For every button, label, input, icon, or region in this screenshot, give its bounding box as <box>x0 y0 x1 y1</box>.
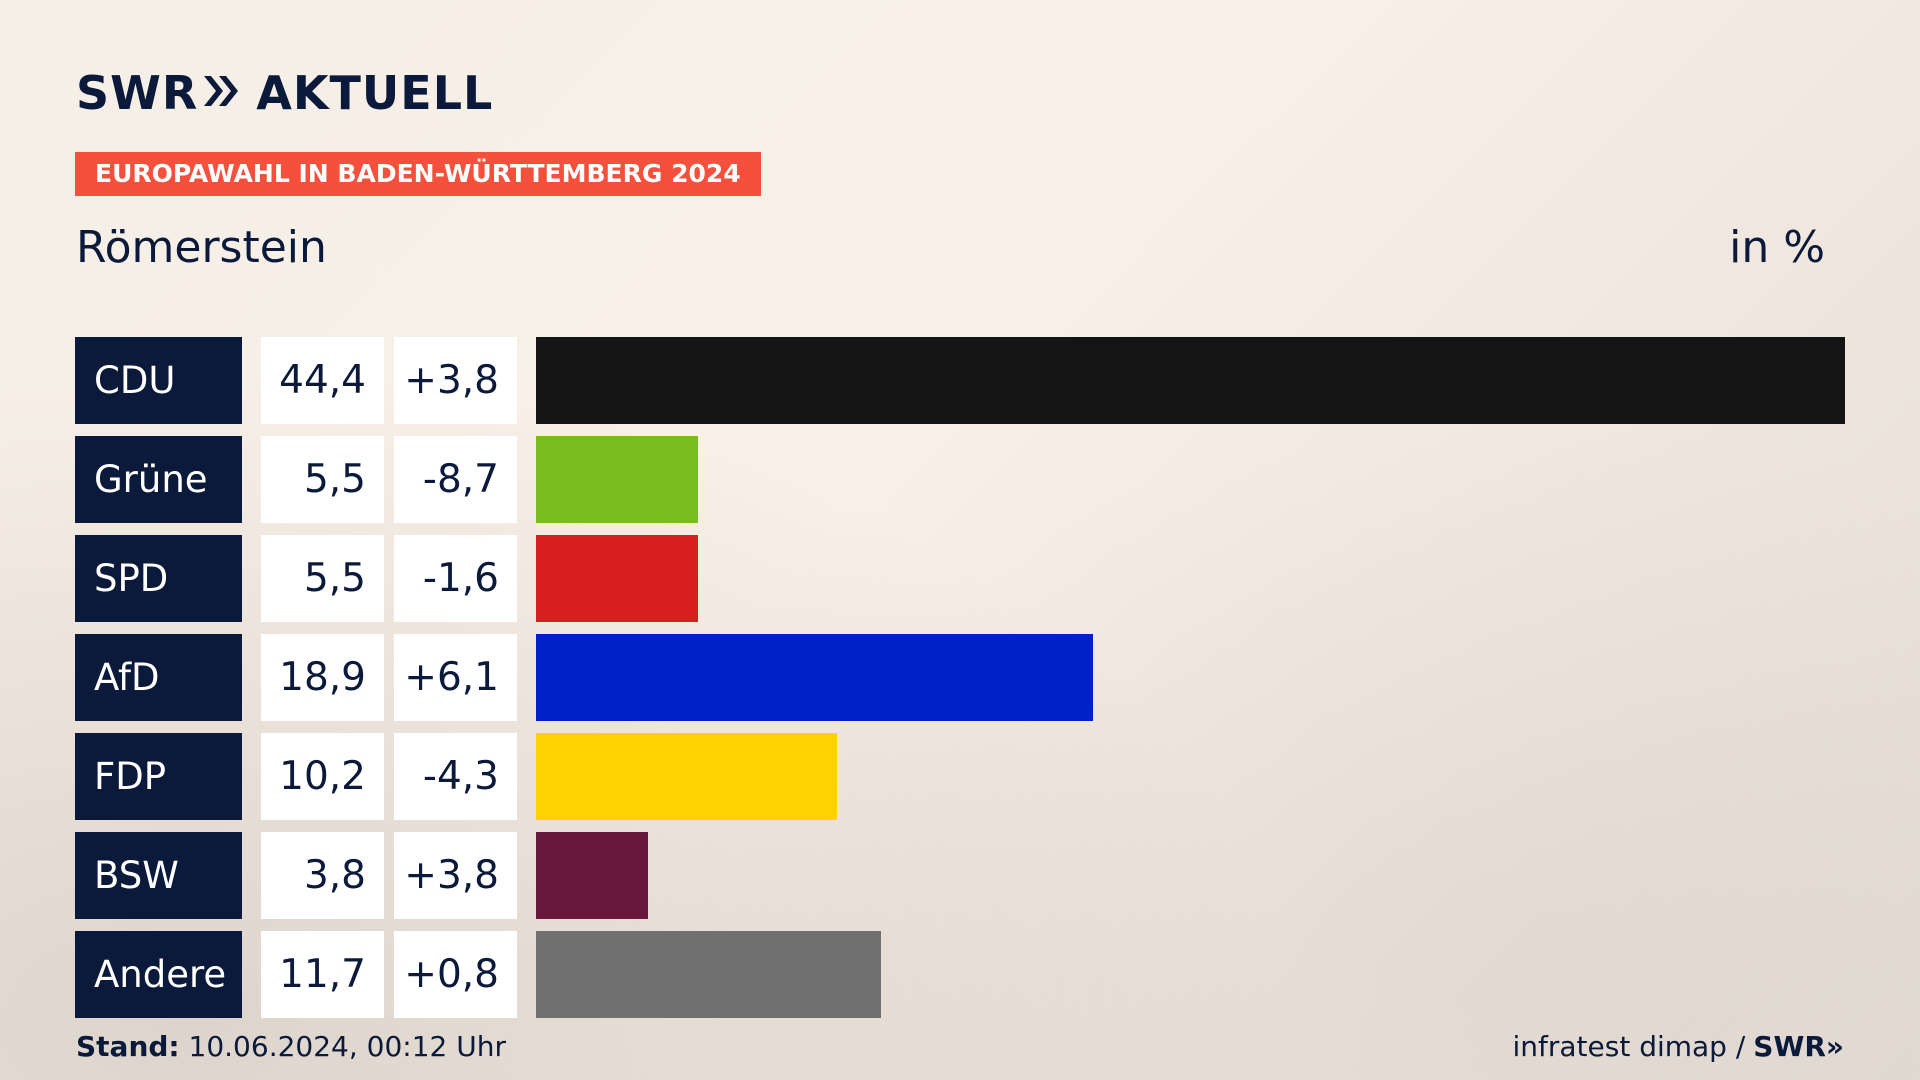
party-label: BSW <box>75 832 242 919</box>
change-label: -8,7 <box>394 436 517 523</box>
election-badge: EUROPAWAHL IN BADEN-WÜRTTEMBERG 2024 <box>75 152 761 196</box>
party-label: AfD <box>75 634 242 721</box>
stand-value: 10.06.2024, 00:12 Uhr <box>188 1030 506 1063</box>
chevrons-icon <box>202 66 242 120</box>
party-label: Andere <box>75 931 242 1018</box>
source-text: infratest dimap / <box>1512 1030 1746 1063</box>
logo-aktuell-text: AKTUELL <box>256 66 494 120</box>
vote-share-label: 18,9 <box>261 634 384 721</box>
result-bar <box>536 436 698 523</box>
party-label: CDU <box>75 337 242 424</box>
party-row: Andere 11,7 +0,8 <box>75 931 1845 1018</box>
vote-share-label: 44,4 <box>261 337 384 424</box>
result-bar <box>536 832 648 919</box>
vote-share-label: 3,8 <box>261 832 384 919</box>
unit-label: in % <box>1729 222 1825 273</box>
vote-share-label: 10,2 <box>261 733 384 820</box>
timestamp: Stand: 10.06.2024, 00:12 Uhr <box>76 1030 506 1063</box>
vote-share-label: 5,5 <box>261 535 384 622</box>
result-bar <box>536 535 698 622</box>
logo-swr-text: SWR <box>76 66 199 120</box>
vote-share-label: 5,5 <box>261 436 384 523</box>
party-label: Grüne <box>75 436 242 523</box>
result-bar <box>536 337 1845 424</box>
source-credit: infratest dimap / SWR» <box>1512 1030 1844 1063</box>
swr-aktuell-logo: SWR AKTUELL <box>76 66 494 120</box>
result-bar <box>536 634 1093 721</box>
change-label: +6,1 <box>394 634 517 721</box>
party-label: FDP <box>75 733 242 820</box>
result-bar <box>536 931 881 1018</box>
party-row: CDU 44,4 +3,8 <box>75 337 1845 424</box>
party-row: Grüne 5,5 -8,7 <box>75 436 1845 523</box>
vote-share-label: 11,7 <box>261 931 384 1018</box>
party-label: SPD <box>75 535 242 622</box>
party-row: FDP 10,2 -4,3 <box>75 733 1845 820</box>
party-row: BSW 3,8 +3,8 <box>75 832 1845 919</box>
change-label: +3,8 <box>394 337 517 424</box>
change-label: -4,3 <box>394 733 517 820</box>
change-label: +3,8 <box>394 832 517 919</box>
source-logo: SWR» <box>1753 1030 1844 1063</box>
stand-label: Stand: <box>76 1030 180 1063</box>
result-bar <box>536 733 837 820</box>
change-label: +0,8 <box>394 931 517 1018</box>
change-label: -1,6 <box>394 535 517 622</box>
party-row: AfD 18,9 +6,1 <box>75 634 1845 721</box>
place-title: Römerstein <box>76 222 327 273</box>
party-row: SPD 5,5 -1,6 <box>75 535 1845 622</box>
